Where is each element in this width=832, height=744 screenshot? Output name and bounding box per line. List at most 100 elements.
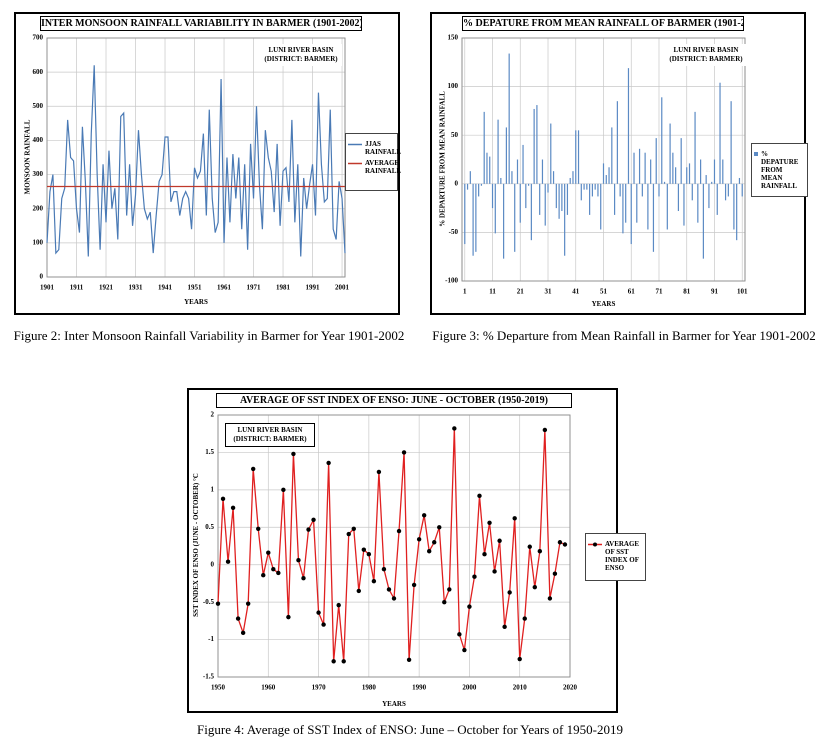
y-tick-label: 0 bbox=[211, 560, 215, 568]
marker bbox=[416, 537, 422, 542]
bar bbox=[505, 127, 507, 184]
x-tick-label: 41 bbox=[572, 288, 580, 296]
bar bbox=[697, 183, 699, 223]
y-tick-label: 0.5 bbox=[205, 523, 214, 531]
bar bbox=[613, 183, 616, 215]
bar bbox=[558, 183, 560, 219]
bar bbox=[478, 183, 480, 197]
bar bbox=[719, 82, 721, 184]
x-axis-label: YEARS bbox=[382, 700, 406, 708]
y-tick-label: 1 bbox=[211, 485, 215, 493]
marker bbox=[245, 601, 251, 606]
bar bbox=[730, 101, 732, 184]
marker bbox=[316, 610, 321, 615]
bar bbox=[464, 183, 466, 245]
bar bbox=[536, 105, 538, 184]
bar bbox=[586, 183, 588, 190]
marker bbox=[376, 469, 382, 475]
y-tick-label: 600 bbox=[33, 68, 44, 76]
x-tick-label: 1971 bbox=[247, 284, 262, 292]
bar bbox=[602, 163, 605, 184]
y-tick-label: 200 bbox=[33, 204, 44, 212]
marker bbox=[502, 624, 507, 630]
bar bbox=[622, 183, 624, 234]
marker bbox=[346, 531, 351, 537]
marker bbox=[517, 656, 522, 662]
x-tick-label: 1980 bbox=[362, 684, 377, 692]
bar bbox=[650, 159, 652, 184]
bar bbox=[691, 183, 693, 201]
marker bbox=[562, 542, 568, 547]
x-tick-label: 2001 bbox=[335, 284, 350, 292]
bar bbox=[475, 183, 477, 252]
x-tick-label: 2010 bbox=[513, 684, 528, 692]
marker bbox=[276, 570, 281, 576]
marker bbox=[256, 526, 261, 531]
bar bbox=[583, 183, 585, 190]
marker bbox=[442, 599, 447, 605]
bar bbox=[552, 171, 555, 184]
marker bbox=[381, 567, 387, 572]
marker bbox=[235, 616, 241, 621]
bar bbox=[675, 167, 677, 184]
x-tick-label: 51 bbox=[600, 288, 608, 296]
bar bbox=[525, 183, 527, 209]
marker bbox=[266, 550, 271, 555]
bar bbox=[633, 152, 635, 184]
chart-frame bbox=[14, 12, 400, 315]
bar bbox=[652, 183, 655, 252]
bar bbox=[514, 183, 516, 252]
marker bbox=[406, 657, 412, 662]
y-tick-label: 0 bbox=[40, 273, 44, 281]
bar bbox=[630, 183, 632, 245]
bar bbox=[686, 167, 688, 184]
bar bbox=[647, 183, 649, 230]
bar bbox=[724, 183, 727, 201]
bar bbox=[688, 163, 691, 184]
bar bbox=[605, 175, 607, 184]
marker bbox=[311, 517, 316, 522]
marker bbox=[542, 427, 548, 433]
marker bbox=[240, 630, 246, 636]
bar bbox=[519, 183, 521, 223]
bar bbox=[544, 183, 546, 226]
marker bbox=[291, 451, 296, 457]
bar bbox=[625, 183, 627, 223]
legend-label: AVERAGE RAINFALL bbox=[365, 159, 402, 175]
chart-title: INTER MONSOON RAINFALL VARIABILITY IN BA… bbox=[40, 16, 362, 31]
marker bbox=[225, 559, 231, 564]
bar bbox=[741, 183, 743, 197]
marker bbox=[281, 487, 286, 493]
bar bbox=[539, 183, 541, 215]
y-tick-label: -1 bbox=[208, 635, 214, 643]
bar bbox=[555, 183, 557, 209]
bar bbox=[589, 183, 591, 215]
bar bbox=[627, 68, 630, 184]
marker bbox=[391, 596, 397, 601]
bar bbox=[572, 171, 574, 184]
legend-swatch bbox=[348, 143, 362, 146]
x-tick-label: 1981 bbox=[276, 284, 291, 292]
bar bbox=[600, 183, 602, 230]
marker bbox=[437, 525, 442, 530]
x-tick-label: 1921 bbox=[99, 284, 114, 292]
x-tick-label: 1 bbox=[463, 288, 467, 296]
bar bbox=[489, 156, 491, 184]
chart-title: AVERAGE OF SST INDEX OF ENSO: JUNE - OCT… bbox=[216, 393, 572, 408]
x-axis-label: YEARS bbox=[184, 298, 208, 306]
bar bbox=[597, 183, 599, 197]
marker bbox=[301, 575, 306, 581]
bar bbox=[677, 183, 680, 212]
bar bbox=[466, 183, 469, 190]
marker bbox=[492, 569, 497, 574]
x-tick-label: 1951 bbox=[188, 284, 203, 292]
marker bbox=[286, 614, 291, 620]
y-axis-label: MONSOON RAINFALL bbox=[23, 119, 31, 194]
bar bbox=[491, 183, 494, 209]
legend: % DEPATURE FROM MEAN RAINFALL bbox=[751, 143, 808, 197]
marker bbox=[326, 460, 331, 466]
legend-entry: % DEPATURE FROM MEAN RAINFALL bbox=[754, 150, 805, 190]
y-tick-label: 150 bbox=[448, 34, 459, 42]
bar bbox=[497, 119, 499, 184]
